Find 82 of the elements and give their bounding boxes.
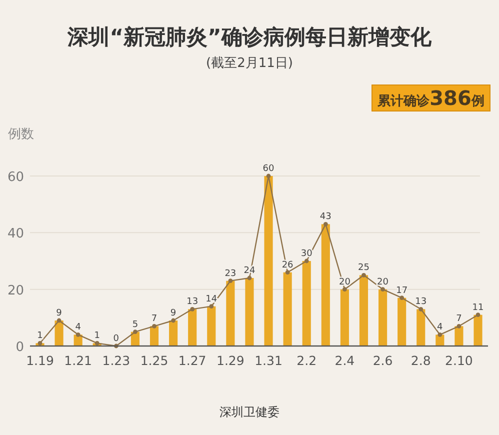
x-tick-label: 1.23	[102, 353, 130, 368]
bar	[264, 176, 273, 346]
x-tick-label: 2.4	[334, 353, 355, 368]
point	[380, 287, 385, 292]
x-tick-label: 2.10	[445, 353, 473, 368]
bar	[321, 224, 330, 346]
point	[418, 306, 424, 312]
bar	[416, 309, 426, 346]
bar	[302, 261, 311, 346]
x-tick-label: 1.27	[178, 353, 206, 368]
bar	[283, 272, 292, 346]
x-tick-label: 1.29	[216, 353, 244, 368]
point	[342, 287, 347, 292]
data-label: 43	[320, 212, 332, 222]
point	[247, 276, 252, 280]
data-label: 1	[94, 331, 100, 342]
data-label: 25	[358, 263, 370, 274]
bar	[150, 326, 159, 346]
point	[76, 332, 80, 337]
bar	[340, 289, 349, 346]
data-label: 4	[75, 322, 82, 333]
bar	[398, 298, 406, 346]
data-label: 5	[132, 320, 138, 330]
point	[38, 340, 42, 346]
point	[133, 330, 138, 334]
bar	[169, 320, 178, 346]
bar	[245, 278, 254, 346]
bar	[54, 320, 64, 346]
point	[209, 304, 214, 309]
point	[190, 306, 195, 312]
x-tick-label: 1.19	[26, 353, 54, 368]
chart-title: 深圳“新冠肺炎”确诊病例每日新增变化	[66, 25, 432, 49]
data-label: 11	[472, 302, 484, 313]
x-tick-label: 2.6	[372, 353, 393, 368]
bar	[226, 280, 235, 346]
y-axis-title: 例数	[8, 127, 34, 142]
data-label: 1	[37, 331, 43, 342]
bar	[474, 314, 482, 346]
point	[152, 324, 156, 328]
point	[323, 222, 328, 226]
x-tick-label: 1.31	[254, 353, 282, 368]
data-label: 4	[437, 322, 444, 333]
bar	[454, 326, 464, 346]
x-tick-label: 1.21	[64, 353, 92, 368]
x-tick-label: 2.2	[296, 353, 317, 368]
point	[285, 270, 290, 275]
x-tick-label: 2.8	[410, 353, 431, 368]
bar	[207, 306, 216, 346]
x-tick-label: 1.25	[140, 353, 168, 368]
data-label: 13	[415, 297, 427, 308]
data-label: 7	[456, 314, 462, 324]
point	[94, 340, 100, 346]
point	[456, 324, 462, 328]
point	[228, 278, 233, 284]
data-label: 9	[56, 308, 62, 318]
y-tick-label: 0	[16, 340, 24, 355]
bar	[188, 309, 197, 346]
data-label: 0	[113, 334, 120, 344]
text: 深圳卫健委	[220, 405, 280, 419]
point	[476, 312, 480, 318]
data-label: 13	[186, 297, 198, 308]
point	[56, 318, 62, 323]
y-tick-label: 20	[7, 283, 24, 298]
data-label: 17	[396, 286, 408, 296]
point	[304, 258, 309, 264]
y-tick-label: 40	[7, 226, 24, 242]
data-label: 7	[151, 314, 158, 324]
point	[438, 332, 442, 337]
point	[400, 296, 404, 300]
y-tick-label: 60	[7, 170, 24, 185]
bar	[359, 275, 368, 346]
data-label: 20	[377, 277, 389, 288]
data-label: 9	[170, 308, 176, 318]
bar	[378, 289, 388, 346]
point	[171, 318, 176, 323]
data-label: 60	[262, 164, 275, 174]
chart-subtitle: (截至2月11日)	[206, 56, 293, 71]
data-label: 23	[224, 268, 236, 279]
data-label: 14	[206, 294, 218, 304]
text: 累计确诊386例	[376, 86, 484, 110]
point	[266, 174, 271, 178]
point	[362, 272, 366, 278]
